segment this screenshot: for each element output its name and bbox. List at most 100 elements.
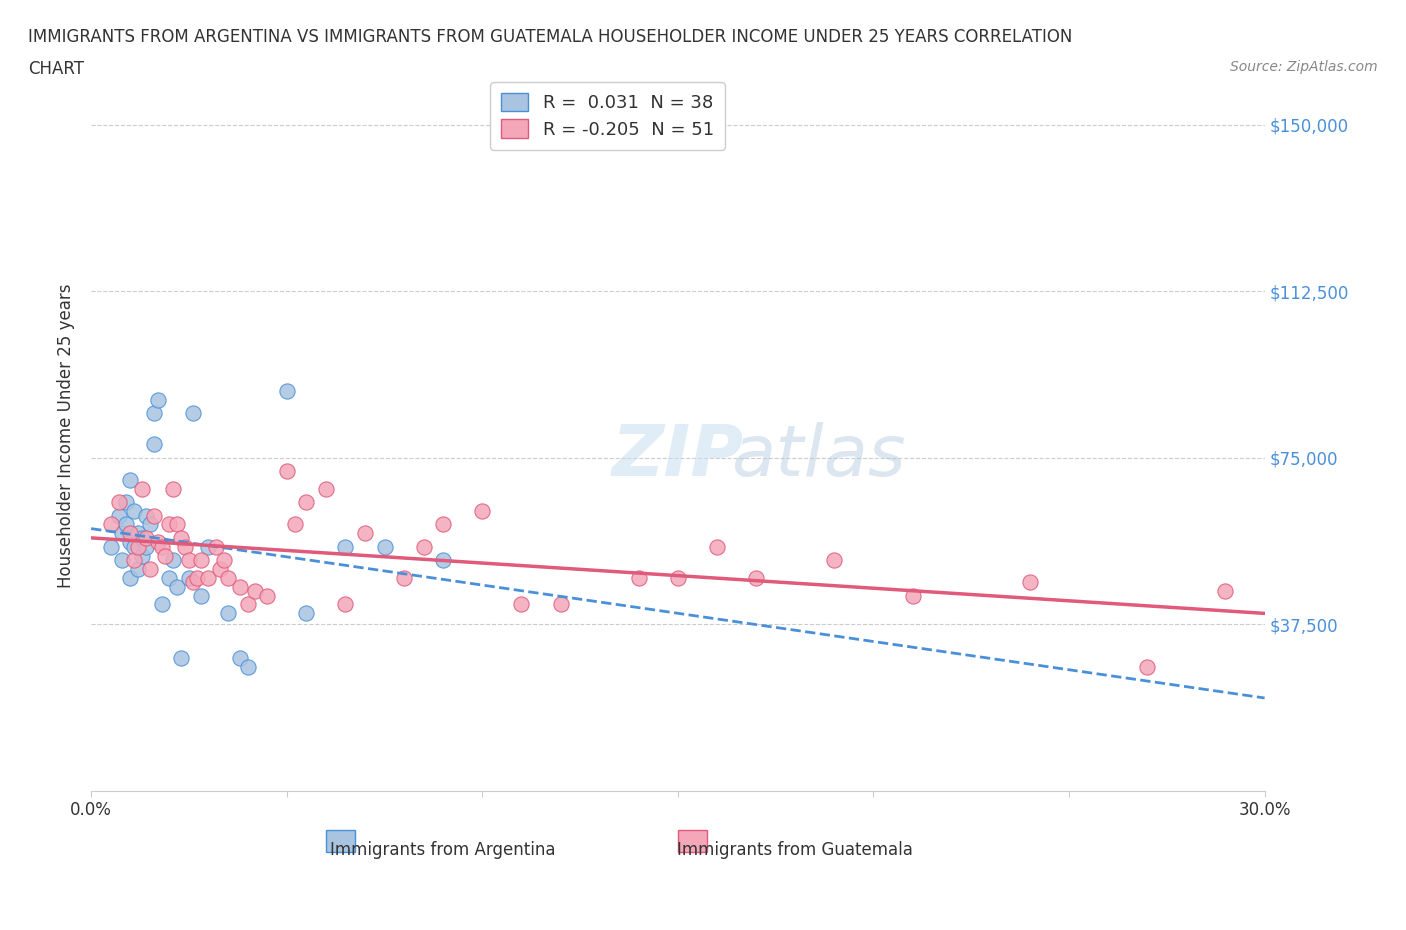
Text: atlas: atlas — [731, 422, 905, 491]
Text: CHART: CHART — [28, 60, 84, 78]
Point — [122, 552, 145, 567]
Point — [170, 650, 193, 665]
Point — [139, 562, 162, 577]
Point — [100, 517, 122, 532]
Point — [315, 482, 337, 497]
Point — [205, 539, 228, 554]
Point — [150, 539, 173, 554]
FancyBboxPatch shape — [678, 830, 707, 852]
Point — [122, 539, 145, 554]
Point — [127, 525, 149, 540]
Point — [120, 570, 142, 585]
Point — [901, 588, 924, 603]
Point — [115, 495, 138, 510]
Point — [162, 482, 184, 497]
Point — [236, 597, 259, 612]
Point — [162, 552, 184, 567]
Point — [150, 597, 173, 612]
Point — [412, 539, 434, 554]
Point — [550, 597, 572, 612]
Point — [122, 504, 145, 519]
Point — [107, 508, 129, 523]
Text: Immigrants from Argentina: Immigrants from Argentina — [330, 841, 555, 858]
Point — [823, 552, 845, 567]
Point — [181, 575, 204, 590]
Point — [100, 539, 122, 554]
Point — [229, 579, 252, 594]
Point — [146, 535, 169, 550]
Y-axis label: Householder Income Under 25 years: Householder Income Under 25 years — [58, 284, 75, 588]
Point — [131, 548, 153, 563]
Point — [236, 659, 259, 674]
Point — [432, 517, 454, 532]
Point — [111, 525, 134, 540]
Point — [666, 570, 689, 585]
Point — [1215, 584, 1237, 599]
Point — [135, 539, 157, 554]
Point — [190, 588, 212, 603]
Point — [131, 530, 153, 545]
Point — [142, 437, 165, 452]
Point — [166, 517, 188, 532]
Point — [229, 650, 252, 665]
Point — [135, 508, 157, 523]
Point — [1136, 659, 1159, 674]
Point — [146, 392, 169, 407]
Point — [471, 504, 494, 519]
Text: Source: ZipAtlas.com: Source: ZipAtlas.com — [1230, 60, 1378, 74]
Point — [139, 517, 162, 532]
Text: Immigrants from Guatemala: Immigrants from Guatemala — [678, 841, 912, 858]
Point — [212, 552, 235, 567]
Text: IMMIGRANTS FROM ARGENTINA VS IMMIGRANTS FROM GUATEMALA HOUSEHOLDER INCOME UNDER : IMMIGRANTS FROM ARGENTINA VS IMMIGRANTS … — [28, 28, 1073, 46]
Point — [120, 525, 142, 540]
Point — [627, 570, 650, 585]
Text: ZIP: ZIP — [612, 422, 744, 491]
Point — [127, 562, 149, 577]
Point — [392, 570, 415, 585]
Point — [706, 539, 728, 554]
FancyBboxPatch shape — [326, 830, 356, 852]
Point — [283, 517, 305, 532]
Point — [142, 405, 165, 420]
Point — [432, 552, 454, 567]
Legend: R =  0.031  N = 38, R = -0.205  N = 51: R = 0.031 N = 38, R = -0.205 N = 51 — [491, 82, 724, 150]
Point — [373, 539, 395, 554]
Point — [157, 517, 180, 532]
Point — [120, 535, 142, 550]
Point — [115, 517, 138, 532]
Point — [120, 472, 142, 487]
Point — [107, 495, 129, 510]
Point — [335, 597, 357, 612]
Point — [217, 605, 239, 620]
Point — [510, 597, 533, 612]
Point — [142, 508, 165, 523]
Point — [197, 539, 219, 554]
Point — [256, 588, 278, 603]
Point — [295, 495, 318, 510]
Point — [209, 562, 232, 577]
Point — [177, 570, 200, 585]
Point — [354, 525, 377, 540]
Point — [157, 570, 180, 585]
Point — [276, 384, 298, 399]
Point — [745, 570, 768, 585]
Point — [181, 405, 204, 420]
Point — [155, 548, 177, 563]
Point — [1019, 575, 1042, 590]
Point — [170, 530, 193, 545]
Point — [174, 539, 197, 554]
Point — [276, 464, 298, 479]
Point — [217, 570, 239, 585]
Point — [335, 539, 357, 554]
Point — [245, 584, 267, 599]
Point — [127, 539, 149, 554]
Point — [295, 605, 318, 620]
Point — [190, 552, 212, 567]
Point — [197, 570, 219, 585]
Point — [135, 530, 157, 545]
Point — [111, 552, 134, 567]
Point — [131, 482, 153, 497]
Point — [166, 579, 188, 594]
Point — [177, 552, 200, 567]
Point — [186, 570, 208, 585]
